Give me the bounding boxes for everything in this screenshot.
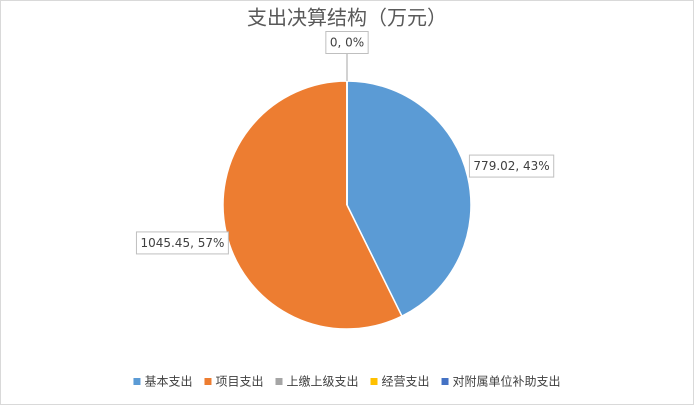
legend-label: 上缴上级支出: [286, 374, 358, 389]
data-label: 1045.45, 57%: [140, 236, 224, 250]
legend-swatch: [133, 378, 141, 385]
legend-label: 项目支出: [215, 375, 263, 389]
legend-swatch: [441, 378, 449, 385]
data-label-box: [325, 31, 369, 54]
data-label: 0, 0%: [330, 36, 364, 50]
legend-label: 对附属单位补助支出: [453, 374, 561, 389]
chart-title: 支出决算结构（万元）: [247, 6, 447, 30]
data-label: 779.02, 43%: [473, 159, 549, 173]
pie-slice: [346, 80, 472, 318]
legend-label: 经营支出: [382, 375, 430, 389]
legend-swatch: [204, 378, 212, 385]
legend-swatch: [370, 378, 378, 385]
data-label-box: [468, 154, 555, 178]
legend-label: 基本支出: [144, 375, 192, 389]
data-label-box: [135, 231, 229, 255]
legend-swatch: [275, 378, 283, 385]
